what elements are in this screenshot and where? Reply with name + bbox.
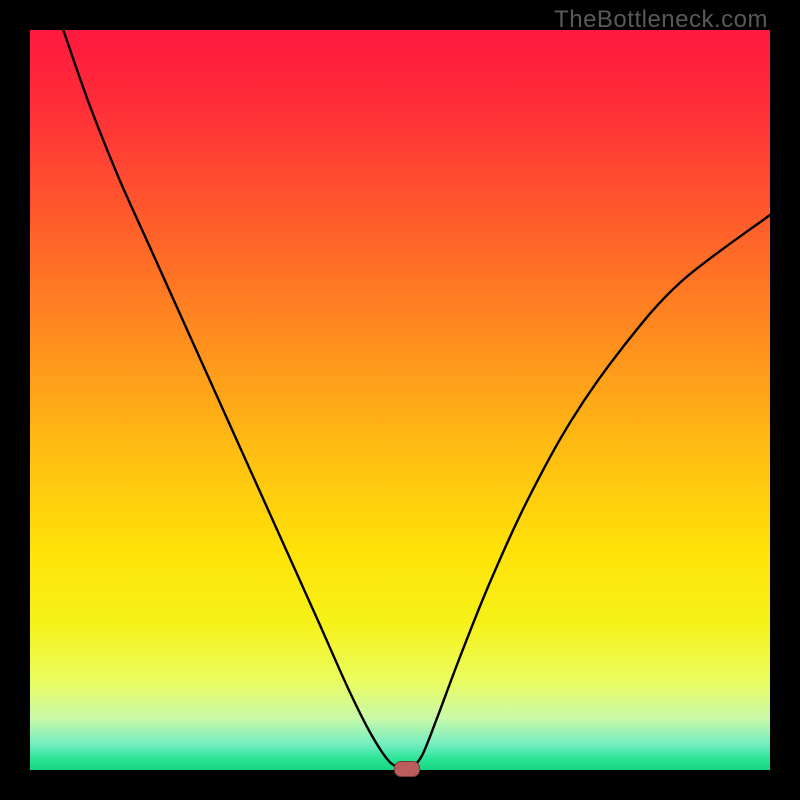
highlight-marker (394, 761, 420, 777)
chart-container: TheBottleneck.com (0, 0, 800, 800)
watermark-text: TheBottleneck.com (554, 6, 768, 34)
bottleneck-chart (0, 0, 800, 800)
